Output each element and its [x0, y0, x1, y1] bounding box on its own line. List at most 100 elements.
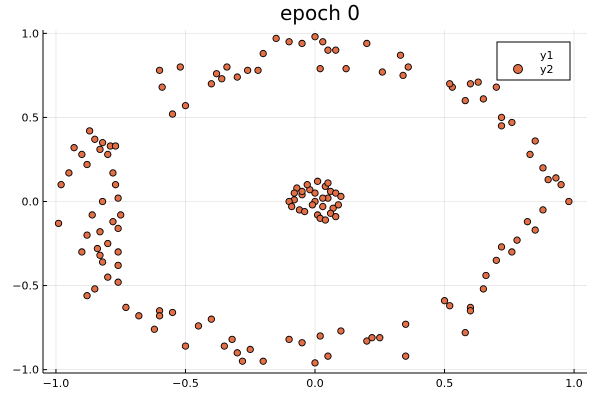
data-point — [83, 231, 91, 239]
data-point — [181, 342, 190, 350]
data-point — [117, 211, 125, 219]
x-tick-label: 0.5 — [436, 377, 454, 390]
data-point — [109, 218, 117, 226]
data-point — [150, 325, 159, 333]
legend: y1 y2 — [496, 41, 571, 81]
data-point — [539, 164, 547, 172]
data-point — [114, 224, 122, 233]
data-point — [298, 187, 306, 196]
data-point — [111, 142, 120, 150]
legend-box — [496, 41, 571, 81]
data-point — [526, 150, 534, 159]
data-point — [290, 189, 298, 197]
data-point — [316, 65, 324, 73]
y-tick-label: 0.5 — [22, 111, 40, 124]
data-point — [285, 38, 293, 46]
data-point — [54, 219, 63, 228]
data-point — [461, 328, 469, 337]
data-point — [122, 303, 130, 312]
data-point — [176, 63, 184, 71]
data-point — [319, 38, 327, 46]
data-point — [334, 201, 342, 209]
axes — [42, 30, 587, 374]
data-point — [91, 135, 99, 143]
data-point — [218, 75, 226, 83]
data-point — [324, 179, 332, 187]
data-point — [466, 80, 475, 88]
data-point — [57, 181, 65, 189]
data-point — [78, 248, 86, 256]
data-point — [508, 118, 516, 127]
tick-labels: −1.0 −0.5 0.0 0.5 1.0 −1.0 −0.5 0.0 0.5 1.0 — [12, 27, 583, 390]
data-point — [363, 337, 371, 345]
data-point — [109, 169, 117, 177]
data-point — [300, 207, 309, 216]
data-point — [158, 83, 166, 91]
data-point — [246, 345, 254, 354]
x-tick-label: 1.0 — [565, 377, 583, 390]
data-points — [54, 33, 573, 367]
data-point — [114, 248, 122, 256]
data-point — [479, 95, 488, 103]
data-point — [194, 322, 203, 330]
data-point — [552, 174, 560, 182]
data-point — [223, 63, 231, 71]
data-point — [155, 312, 164, 320]
data-point — [440, 297, 449, 305]
data-point — [319, 194, 327, 202]
data-point — [168, 308, 177, 317]
data-point — [402, 320, 410, 328]
data-point — [88, 211, 96, 219]
y-tick-label: 1.0 — [22, 27, 40, 40]
data-point — [65, 169, 73, 177]
data-point — [114, 278, 122, 286]
chart-title: epoch 0 — [280, 1, 360, 25]
data-point — [91, 285, 99, 293]
data-point — [98, 258, 107, 266]
data-point — [492, 256, 500, 264]
data-point — [376, 334, 384, 342]
data-point — [337, 192, 345, 201]
data-point — [298, 39, 306, 48]
data-point — [233, 73, 241, 81]
data-point — [316, 332, 324, 340]
data-point — [111, 181, 120, 189]
data-point — [319, 202, 327, 211]
data-point — [78, 150, 86, 159]
data-point — [311, 33, 319, 41]
data-point — [482, 271, 490, 280]
data-point — [285, 335, 293, 344]
data-point — [259, 357, 267, 365]
data-point — [233, 349, 241, 357]
data-point — [220, 342, 228, 350]
data-point — [321, 216, 330, 224]
data-point — [324, 352, 332, 360]
data-point — [544, 175, 552, 184]
data-point — [104, 273, 112, 281]
data-point — [466, 307, 475, 315]
data-point — [368, 334, 376, 342]
data-point — [104, 239, 112, 248]
data-point — [446, 80, 454, 88]
data-point — [83, 160, 91, 169]
data-point — [461, 96, 469, 105]
data-point — [565, 197, 573, 206]
data-point — [311, 359, 319, 367]
y-tick-label: 0.0 — [22, 196, 40, 209]
x-tick-label: −0.5 — [172, 377, 199, 390]
data-point — [303, 181, 311, 189]
data-point — [531, 137, 539, 145]
data-point — [508, 248, 516, 256]
data-point — [83, 292, 91, 300]
data-point — [513, 236, 521, 244]
data-point — [85, 127, 94, 135]
data-point — [523, 218, 532, 226]
data-point — [228, 335, 236, 344]
data-point — [168, 110, 177, 118]
data-point — [404, 63, 412, 71]
data-point — [332, 212, 340, 221]
y-tick-label: −0.5 — [12, 280, 39, 293]
data-point — [337, 327, 345, 335]
data-point — [114, 261, 122, 270]
